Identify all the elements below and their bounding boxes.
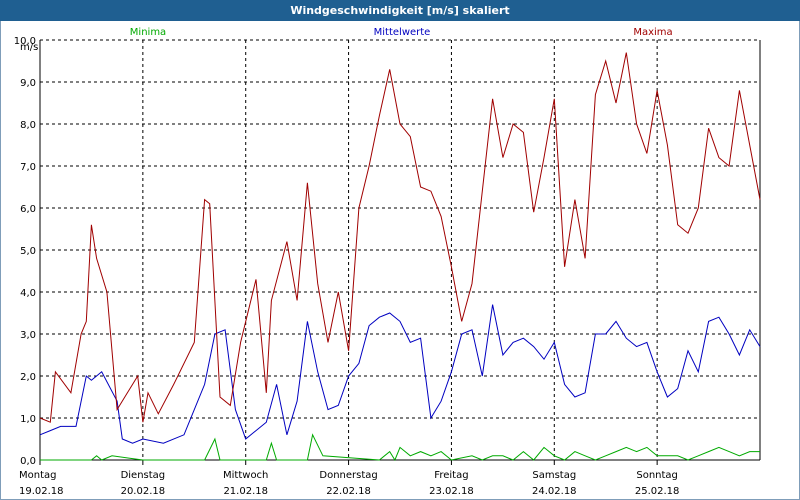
x-day-label: Dienstag (121, 470, 166, 481)
y-tick-label: 3,0 (20, 330, 36, 341)
x-day-label: Samstag (532, 470, 576, 481)
y-tick-label: 6,0 (20, 204, 36, 215)
legend-minima: Minima (130, 27, 166, 38)
series-line-mittel (39, 304, 761, 444)
y-tick-label: 9,0 (20, 78, 36, 89)
y-tick-label: 10,0 (14, 36, 36, 47)
x-date-label: 24.02.18 (532, 486, 577, 497)
y-axis-unit: m/s (20, 42, 38, 53)
series-line-minima (40, 433, 760, 462)
y-tick-label: 7,0 (20, 162, 36, 173)
x-date-label: 19.02.18 (19, 486, 64, 497)
series-line-maxima (39, 52, 761, 423)
x-date-label: 23.02.18 (429, 486, 474, 497)
y-tick-label: 8,0 (20, 120, 36, 131)
y-tick-label: 1,0 (20, 414, 36, 425)
y-tick-label: 4,0 (20, 288, 36, 299)
legend-mittelwerte: Mittelwerte (374, 27, 431, 38)
x-day-label: Freitag (434, 470, 468, 481)
x-date-label: 25.02.18 (635, 486, 680, 497)
legend-maxima: Maxima (633, 27, 672, 38)
y-tick-label: 2,0 (20, 372, 36, 383)
x-day-label: Montag (19, 470, 56, 481)
x-date-label: 21.02.18 (223, 486, 268, 497)
x-day-label: Sonntag (636, 470, 678, 481)
x-day-label: Mittwoch (223, 470, 268, 481)
x-date-label: 22.02.18 (326, 486, 371, 497)
x-date-label: 20.02.18 (121, 486, 166, 497)
x-day-label: Donnerstag (319, 470, 377, 481)
window-title: Windgeschwindigkeit [m/s] skaliert (0, 0, 800, 21)
y-tick-label: 5,0 (20, 246, 36, 257)
y-tick-label: 0,0 (20, 456, 36, 467)
